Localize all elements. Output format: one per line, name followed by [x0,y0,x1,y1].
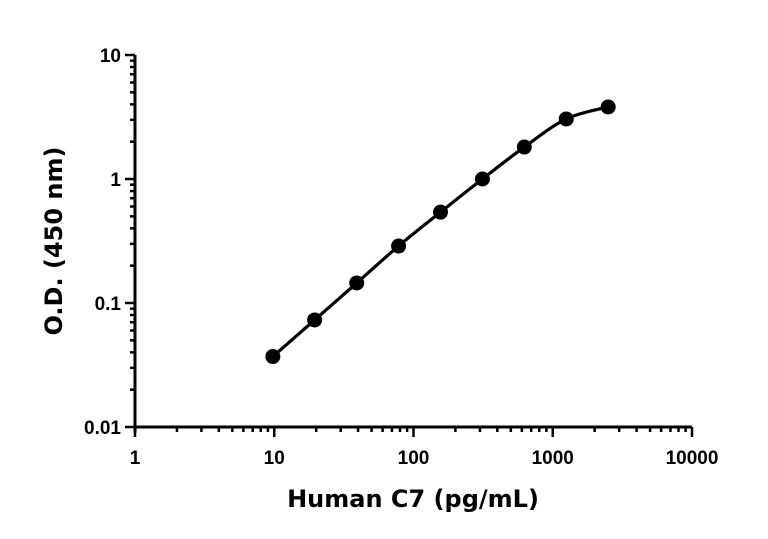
data-point [307,312,323,328]
data-point [600,99,616,115]
data-points [265,99,616,365]
x-tick-label: 1000 [532,448,574,469]
y-tick-labels: 0.01 0.1 1 10 [84,46,121,439]
data-point [432,204,448,220]
data-point [558,111,574,127]
x-tick-labels: 1 10 100 1000 10000 [130,448,719,469]
data-point [474,171,490,187]
y-axis-title: O.D. (450 nm) [40,147,68,336]
x-tick-label: 1 [130,448,141,469]
data-point [349,275,365,291]
fit-curve [271,105,609,358]
y-tick-label: 1 [110,170,121,191]
y-tick-label: 0.1 [95,294,122,315]
y-axis [125,53,137,433]
x-tick-label: 100 [398,448,430,469]
x-axis [133,425,694,437]
x-tick-label: 10000 [666,448,719,469]
data-point [265,349,281,365]
x-tick-label: 10 [264,448,285,469]
data-point [391,238,407,254]
y-tick-label: 0.01 [84,418,121,439]
data-point [516,139,532,155]
y-tick-label: 10 [100,46,121,67]
x-axis-title: Human C7 (pg/mL) [287,485,539,513]
